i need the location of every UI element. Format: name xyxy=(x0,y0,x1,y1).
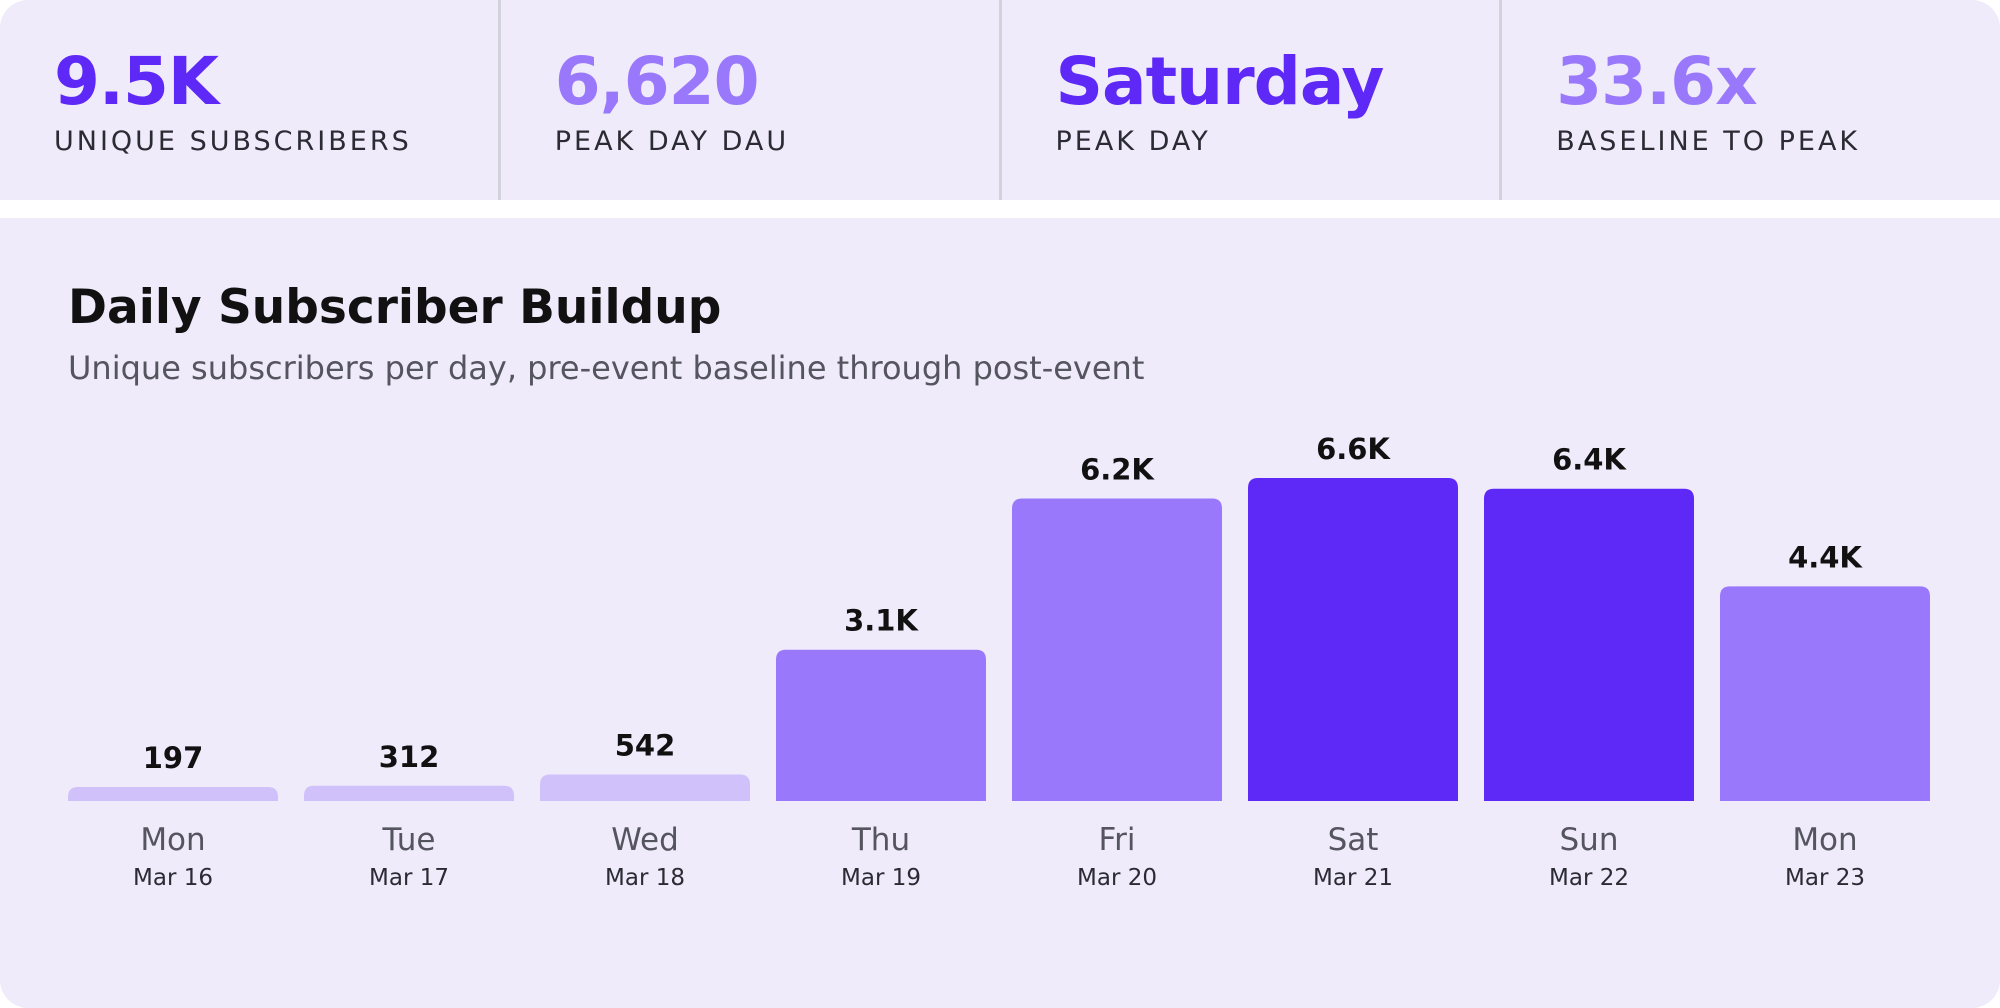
chart-panel: Daily Subscriber Buildup Unique subscrib… xyxy=(0,218,2000,1008)
x-tick-label-date: Mar 22 xyxy=(1549,865,1629,891)
stat-label: BASELINE TO PEAK xyxy=(1556,126,1861,157)
x-tick-label-day: Sat xyxy=(1328,822,1379,858)
bar xyxy=(776,649,986,801)
stat-label: UNIQUE SUBSCRIBERS xyxy=(54,126,412,157)
bar-value-label: 6.6K xyxy=(1316,432,1391,466)
bar xyxy=(1248,478,1458,801)
bar-value-label: 312 xyxy=(379,740,440,774)
bar-group: 4.4K Mon Mar 23 xyxy=(1720,540,1930,891)
x-tick-label-date: Mar 17 xyxy=(369,865,449,891)
bar-value-label: 197 xyxy=(143,741,204,775)
stat-value: 9.5K xyxy=(54,43,219,120)
bar-group: 312 Tue Mar 17 xyxy=(304,740,514,891)
bar-group: 6.6K Sat Mar 21 xyxy=(1248,432,1458,891)
x-tick-label-date: Mar 16 xyxy=(133,865,213,891)
x-tick-label-day: Wed xyxy=(611,822,679,858)
stat-value: Saturday xyxy=(1055,43,1385,120)
stats-row: 9.5K UNIQUE SUBSCRIBERS 6,620 PEAK DAY D… xyxy=(0,0,2000,200)
bar xyxy=(304,785,514,801)
stat-baseline-to-peak: 33.6x BASELINE TO PEAK xyxy=(1499,0,2000,200)
bar xyxy=(68,787,278,801)
x-tick-label-date: Mar 21 xyxy=(1313,865,1393,891)
x-tick-label-date: Mar 20 xyxy=(1077,865,1157,891)
stat-peak-day-dau: 6,620 PEAK DAY DAU xyxy=(497,0,999,200)
bar-value-label: 4.4K xyxy=(1788,540,1863,574)
bar-group: 3.1K Thu Mar 19 xyxy=(776,604,986,891)
bar-group: 542 Wed Mar 18 xyxy=(540,729,750,891)
chart-subtitle: Unique subscribers per day, pre-event ba… xyxy=(68,349,1145,387)
bar-value-label: 3.1K xyxy=(844,604,919,638)
bar xyxy=(540,774,750,801)
bar-value-label: 6.2K xyxy=(1080,452,1155,486)
stat-label: PEAK DAY DAU xyxy=(554,126,790,157)
x-tick-label-date: Mar 23 xyxy=(1785,865,1865,891)
bar-chart: 197 Mon Mar 16 312 Tue Mar 17 542 Wed Mar 18 3.1K… xyxy=(68,432,1930,891)
bar-value-label: 6.4K xyxy=(1552,443,1627,477)
chart-title: Daily Subscriber Buildup xyxy=(68,280,722,335)
bar-value-label: 542 xyxy=(615,729,676,763)
x-tick-label-day: Fri xyxy=(1099,822,1136,858)
bar-group: 6.4K Sun Mar 22 xyxy=(1484,443,1694,891)
bar-group: 6.2K Fri Mar 20 xyxy=(1012,452,1222,891)
bar xyxy=(1484,488,1694,801)
bar xyxy=(1720,586,1930,801)
stat-label: PEAK DAY xyxy=(1055,126,1211,157)
stat-value: 33.6x xyxy=(1556,43,1757,120)
bar-group: 197 Mon Mar 16 xyxy=(68,741,278,891)
x-tick-label-date: Mar 19 xyxy=(841,865,921,891)
bar xyxy=(1012,498,1222,801)
x-tick-label-day: Thu xyxy=(851,822,910,858)
stat-unique-subscribers: 9.5K UNIQUE SUBSCRIBERS xyxy=(0,0,498,200)
x-tick-label-day: Mon xyxy=(1792,822,1857,858)
x-tick-label-day: Sun xyxy=(1560,822,1619,858)
stat-value: 6,620 xyxy=(554,43,760,120)
x-tick-label-date: Mar 18 xyxy=(605,865,685,891)
x-tick-label-day: Tue xyxy=(382,822,436,858)
x-tick-label-day: Mon xyxy=(140,822,205,858)
stat-peak-day: Saturday PEAK DAY xyxy=(998,0,1500,200)
